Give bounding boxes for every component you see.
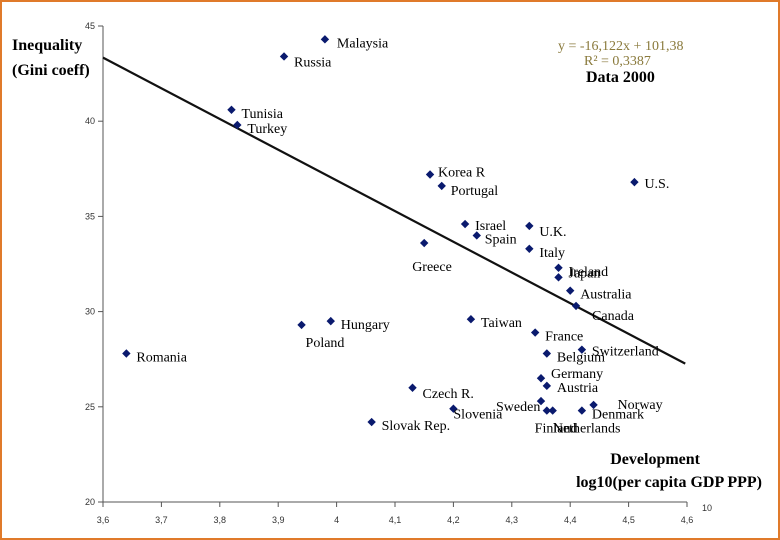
y-tick-label: 30: [85, 307, 95, 317]
point-russia: [279, 52, 289, 61]
label-norway: Norway: [618, 398, 663, 413]
label-netherlands: Netherlands: [553, 422, 621, 437]
x-tick-label: 3,7: [155, 515, 168, 525]
x-tick-label: 4,6: [681, 515, 694, 525]
label-sweden: Sweden: [496, 400, 540, 415]
point-greece: [420, 238, 429, 248]
label-tunisia: Tunisia: [241, 107, 283, 122]
label-portugal: Portugal: [451, 184, 499, 199]
point-australia: [566, 286, 575, 295]
label-austria: Austria: [557, 381, 599, 396]
label-slovak-rep: Slovak Rep.: [382, 419, 450, 434]
y-axis-title-line-2: (Gini coeff): [12, 62, 90, 79]
point-hungary: [326, 316, 335, 326]
label-belgium: Belgium: [557, 350, 605, 365]
point-switzerland: [577, 345, 587, 354]
x-tick-label: 4: [334, 515, 339, 525]
point-belgium: [542, 349, 552, 358]
data-year-note: Data 2000: [586, 69, 655, 86]
point-turkey: [233, 120, 242, 130]
point-japan: [554, 273, 563, 282]
point-italy: [525, 244, 534, 253]
label-france: France: [545, 330, 583, 345]
label-russia: Russia: [294, 55, 332, 70]
axes: [98, 25, 688, 507]
x-tick-label: 3,8: [214, 515, 227, 525]
point-tunisia: [227, 105, 236, 114]
label-germany: Germany: [551, 367, 603, 382]
x-axis-end-label: 10: [702, 503, 712, 513]
label-slovenia: Slovenia: [453, 408, 503, 423]
data-points: [122, 35, 639, 427]
x-tick-label: 3,6: [97, 515, 110, 525]
label-finland: Finland: [535, 422, 578, 437]
point-czech-r: [408, 383, 417, 392]
x-axis-title-line-2: log10(per capita GDP PPP): [576, 474, 762, 491]
label-korea-r: Korea R: [438, 166, 486, 181]
point-austria: [542, 381, 552, 391]
point-korea-r: [425, 170, 435, 179]
trendline-equation: y = -16,122x + 101,38: [558, 39, 683, 54]
x-tick-label: 3,9: [272, 515, 285, 525]
point-u-k: [525, 221, 534, 231]
label-greece: Greece: [412, 260, 452, 275]
trendline-line: [102, 56, 686, 365]
x-tick-label: 4,1: [389, 515, 402, 525]
point-romania: [122, 349, 131, 358]
point-finland: [548, 406, 557, 415]
y-axis-title-line-1: Inequality: [12, 37, 82, 54]
point-germany: [536, 374, 546, 383]
y-tick-label: 40: [85, 116, 95, 126]
point-taiwan: [466, 315, 476, 324]
label-japan: Japan: [569, 266, 601, 281]
point-slovenia: [449, 404, 458, 413]
y-tick-label: 25: [85, 402, 95, 412]
x-axis-title-line-1: Development: [610, 451, 700, 468]
label-hungary: Hungary: [341, 318, 390, 333]
label-turkey: Turkey: [247, 122, 287, 137]
label-poland: Poland: [306, 336, 345, 351]
r-squared: R² = 0,3387: [584, 54, 651, 69]
point-sweden: [536, 396, 546, 406]
point-slovak-rep: [367, 417, 376, 427]
point-france: [530, 328, 540, 337]
x-tick-label: 4,5: [622, 515, 635, 525]
trendline: [102, 56, 686, 365]
label-italy: Italy: [539, 246, 565, 261]
point-u-s: [630, 177, 639, 187]
point-netherlands: [542, 406, 552, 415]
label-denmark: Denmark: [592, 408, 644, 423]
point-spain: [472, 231, 481, 240]
y-tick-label: 45: [85, 21, 95, 31]
point-canada: [571, 301, 581, 311]
label-australia: Australia: [580, 288, 632, 303]
x-tick-label: 4,3: [506, 515, 519, 525]
point-poland: [297, 320, 306, 330]
point-ireland: [554, 263, 563, 273]
label-taiwan: Taiwan: [481, 316, 522, 331]
point-israel: [460, 219, 470, 229]
label-spain: Spain: [485, 232, 517, 247]
y-tick-label: 35: [85, 211, 95, 221]
label-czech-r: Czech R.: [423, 387, 474, 402]
label-u-s: U.S.: [644, 177, 669, 192]
label-israel: Israel: [475, 219, 506, 234]
label-canada: Canada: [592, 309, 635, 324]
label-malaysia: Malaysia: [337, 36, 389, 51]
label-romania: Romania: [136, 350, 187, 365]
y-tick-label: 20: [85, 497, 95, 507]
point-denmark: [577, 406, 587, 415]
label-ireland: Ireland: [569, 265, 609, 280]
point-malaysia: [320, 35, 330, 44]
point-portugal: [437, 181, 446, 191]
x-tick-label: 4,2: [447, 515, 460, 525]
label-u-k: U.K.: [539, 225, 566, 240]
point-norway: [589, 400, 598, 410]
x-tick-label: 4,4: [564, 515, 577, 525]
label-switzerland: Switzerland: [592, 345, 659, 360]
tick-labels: 3,6 3,7 3,8 3,9 4 4,1 4,2 4,3 4,4 4,5 4,6 20 25 30 35 4…: [85, 21, 693, 525]
